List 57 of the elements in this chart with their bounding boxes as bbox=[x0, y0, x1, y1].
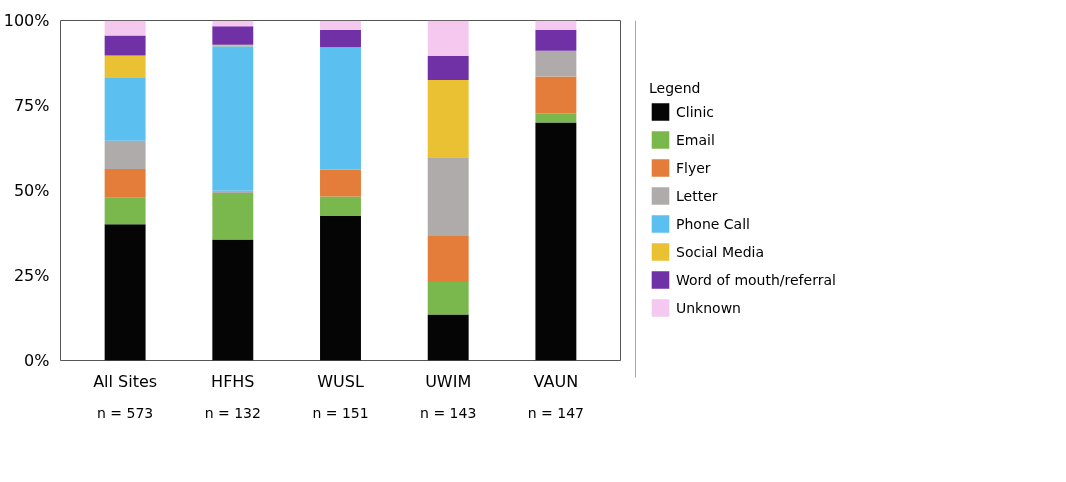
x-tick-label: UWIM bbox=[425, 371, 472, 391]
bar bbox=[427, 314, 469, 361]
bar bbox=[104, 77, 146, 141]
bar bbox=[104, 197, 146, 225]
x-tick-label: HFHS bbox=[211, 371, 255, 391]
legend-label: Flyer bbox=[676, 159, 711, 175]
bar bbox=[212, 26, 254, 45]
y-tick-label: 75% bbox=[13, 96, 50, 115]
x-tick-label: All Sites bbox=[93, 371, 158, 391]
y-tick-label: 50% bbox=[13, 181, 50, 200]
bar bbox=[212, 20, 254, 27]
legend-title: Legend bbox=[649, 79, 702, 95]
x-tick-label: VAUN bbox=[533, 371, 579, 391]
bar bbox=[104, 140, 146, 170]
bar bbox=[427, 281, 469, 315]
bar bbox=[427, 20, 469, 56]
bar bbox=[104, 169, 146, 198]
bar bbox=[104, 20, 146, 36]
legend-label: Phone Call bbox=[676, 215, 750, 231]
bar bbox=[212, 239, 254, 361]
bar bbox=[104, 35, 146, 56]
bar bbox=[212, 192, 254, 240]
bar bbox=[320, 47, 361, 170]
bar bbox=[212, 190, 254, 193]
bar bbox=[535, 50, 577, 77]
bar bbox=[320, 196, 361, 216]
bar bbox=[212, 46, 254, 191]
legend-label: Letter bbox=[676, 187, 718, 203]
text: n = 151 bbox=[312, 404, 369, 421]
text: n = 143 bbox=[420, 404, 477, 421]
legend-label: Word of mouth/referral bbox=[676, 271, 836, 287]
bar bbox=[427, 80, 469, 158]
bar bbox=[320, 20, 361, 31]
text: n = 573 bbox=[97, 404, 154, 421]
bar bbox=[427, 236, 469, 282]
legend-label: Social Media bbox=[676, 243, 765, 259]
bar bbox=[320, 216, 361, 361]
bar bbox=[427, 157, 469, 237]
bar bbox=[104, 224, 146, 361]
bar bbox=[104, 55, 146, 78]
y-tick-label: 0% bbox=[24, 351, 50, 370]
bar bbox=[535, 122, 577, 361]
bar bbox=[535, 20, 577, 30]
legend-label: Email bbox=[676, 131, 715, 147]
bar bbox=[535, 76, 577, 114]
bar bbox=[427, 55, 469, 80]
legend-label: Clinic bbox=[676, 103, 715, 119]
bar bbox=[320, 169, 361, 197]
legend-label: Unknown bbox=[676, 299, 741, 315]
y-tick-label: 25% bbox=[13, 266, 50, 285]
y-tick-label: 100% bbox=[3, 11, 50, 30]
bar bbox=[320, 30, 361, 48]
x-tick-label: WUSL bbox=[317, 371, 364, 391]
text: n = 147 bbox=[527, 404, 585, 421]
text: n = 132 bbox=[204, 404, 261, 421]
bar bbox=[535, 113, 577, 123]
bar bbox=[535, 29, 577, 51]
